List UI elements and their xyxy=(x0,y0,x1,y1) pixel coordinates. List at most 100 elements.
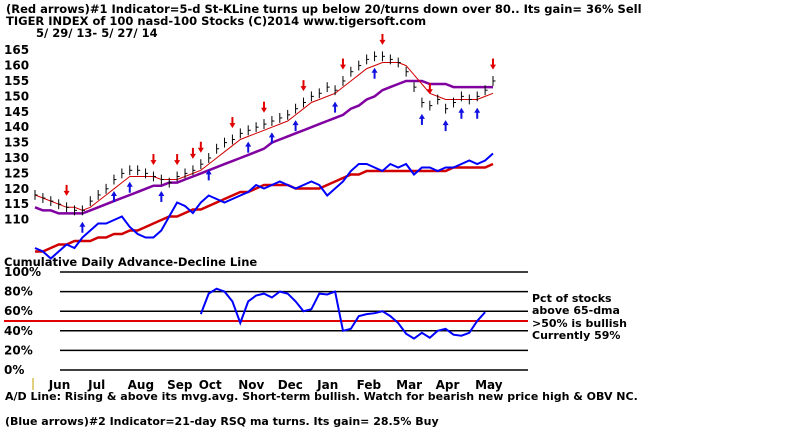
ad-line-title: Cumulative Daily Advance-Decline Line xyxy=(4,255,257,269)
arrow-head xyxy=(229,123,236,129)
sell-arrow xyxy=(174,154,181,166)
arrow-head xyxy=(197,147,204,153)
sell-arrow xyxy=(339,58,346,70)
pct-legend-note: Currently 59% xyxy=(532,329,620,342)
buy-arrow xyxy=(292,120,299,132)
pct-tick-label: 80% xyxy=(4,285,33,299)
price-tick-label: 165 xyxy=(4,43,29,57)
price-tick-label: 145 xyxy=(4,105,29,119)
buy-arrow xyxy=(245,141,252,153)
pct-tick-label: 60% xyxy=(4,304,33,318)
price-tick-label: 130 xyxy=(4,151,29,165)
arrow-head xyxy=(426,89,433,95)
month-label: Mar xyxy=(396,378,422,392)
arrow-head xyxy=(474,107,481,113)
pct-line xyxy=(199,287,486,340)
buy-arrow xyxy=(158,190,165,202)
ad-line xyxy=(34,152,494,260)
arrow-head xyxy=(150,160,157,166)
arrow-head xyxy=(490,64,496,70)
sell-arrow xyxy=(197,141,204,153)
pct-legend-note: Pct of stocks xyxy=(532,292,612,305)
buy-arrow xyxy=(418,113,425,125)
arrow-head xyxy=(79,221,86,227)
sell-arrow xyxy=(63,184,70,196)
price-tick-label: 155 xyxy=(4,74,29,88)
footer-line-2: (Blue arrows)#2 Indicator=21-day RSQ ma … xyxy=(5,415,439,428)
month-axis: Jun Jul Aug Sep Oct Nov Dec Jan Feb Mar Apr May xyxy=(32,378,503,392)
pct-tick-label: 100% xyxy=(4,265,41,279)
buy-arrow xyxy=(474,107,481,119)
pct-tick-label: 20% xyxy=(4,343,33,357)
price-tick-label: 110 xyxy=(4,213,29,227)
chart-title: TIGER INDEX of 100 nasd-100 Stocks (C)20… xyxy=(6,14,426,28)
month-label: Jun xyxy=(48,378,71,392)
pct-legend-note: >50% is bullish xyxy=(532,317,627,330)
ad-ma-line xyxy=(35,162,494,253)
arrow-head xyxy=(292,120,299,126)
header-line-1: (Red arrows)#1 Indicator=5-d St-KLine tu… xyxy=(6,2,642,16)
sell-arrow xyxy=(150,154,157,166)
arrow-head xyxy=(268,132,275,138)
arrow-head xyxy=(442,120,449,126)
buy-arrow xyxy=(332,101,339,113)
month-label: Jul xyxy=(87,378,105,392)
ad-line-panel xyxy=(34,152,494,260)
arrow-head xyxy=(205,169,212,175)
month-label: May xyxy=(475,378,503,392)
arrow-head xyxy=(245,141,252,147)
month-label: Apr xyxy=(436,378,460,392)
long-ma-line xyxy=(34,79,493,215)
pct-tick-label: 0% xyxy=(4,363,24,377)
buy-arrow xyxy=(371,67,378,79)
month-label: Sep xyxy=(167,378,193,392)
price-tick-label: 150 xyxy=(4,89,29,103)
short-ma-line xyxy=(34,62,494,211)
sell-arrow xyxy=(300,80,307,92)
arrow-head xyxy=(158,190,165,196)
ad-line-commentary: A/D Line: Rising & above its mvg.avg. Sh… xyxy=(5,390,638,403)
arrow-head xyxy=(189,153,196,159)
arrow-head xyxy=(261,107,267,113)
price-tick-label: 135 xyxy=(4,136,29,150)
sell-arrow xyxy=(490,58,496,70)
price-tick-label: 160 xyxy=(4,59,29,73)
arrow-head xyxy=(174,160,181,166)
arrow-head xyxy=(332,101,339,107)
arrow-head xyxy=(63,190,70,196)
pct-tick-label: 40% xyxy=(4,324,33,338)
month-label: Feb xyxy=(357,378,382,392)
buy-arrow xyxy=(126,181,133,193)
arrow-head xyxy=(300,86,307,92)
buy-arrow xyxy=(205,169,212,181)
sell-arrow xyxy=(261,101,267,113)
buy-arrow xyxy=(110,190,117,202)
arrow-head xyxy=(371,67,378,73)
month-label: Aug xyxy=(128,378,154,392)
month-label: Nov xyxy=(238,378,264,392)
price-tick-label: 125 xyxy=(4,166,29,180)
sell-arrow xyxy=(379,33,386,45)
arrow-head xyxy=(110,190,117,196)
arrow-head xyxy=(379,39,386,45)
date-range: 5/ 29/ 13- 5/ 27/ 14 xyxy=(36,26,158,40)
month-label: Dec xyxy=(278,378,303,392)
price-tick-label: 115 xyxy=(4,197,29,211)
sell-arrow xyxy=(426,83,433,95)
price-tick-label: 120 xyxy=(4,182,29,196)
month-label: Oct xyxy=(199,378,222,392)
sell-arrow xyxy=(229,117,236,129)
arrow-head xyxy=(458,107,465,113)
arrow-head xyxy=(339,64,346,70)
month-label: Jan xyxy=(316,378,338,392)
sell-arrow xyxy=(189,147,196,159)
arrow-head xyxy=(126,181,133,187)
pct-legend-note: above 65-dma xyxy=(532,304,620,317)
buy-arrow xyxy=(79,221,86,233)
buy-arrow xyxy=(268,132,275,144)
price-tick-label: 140 xyxy=(4,120,29,134)
buy-arrow xyxy=(442,120,449,132)
